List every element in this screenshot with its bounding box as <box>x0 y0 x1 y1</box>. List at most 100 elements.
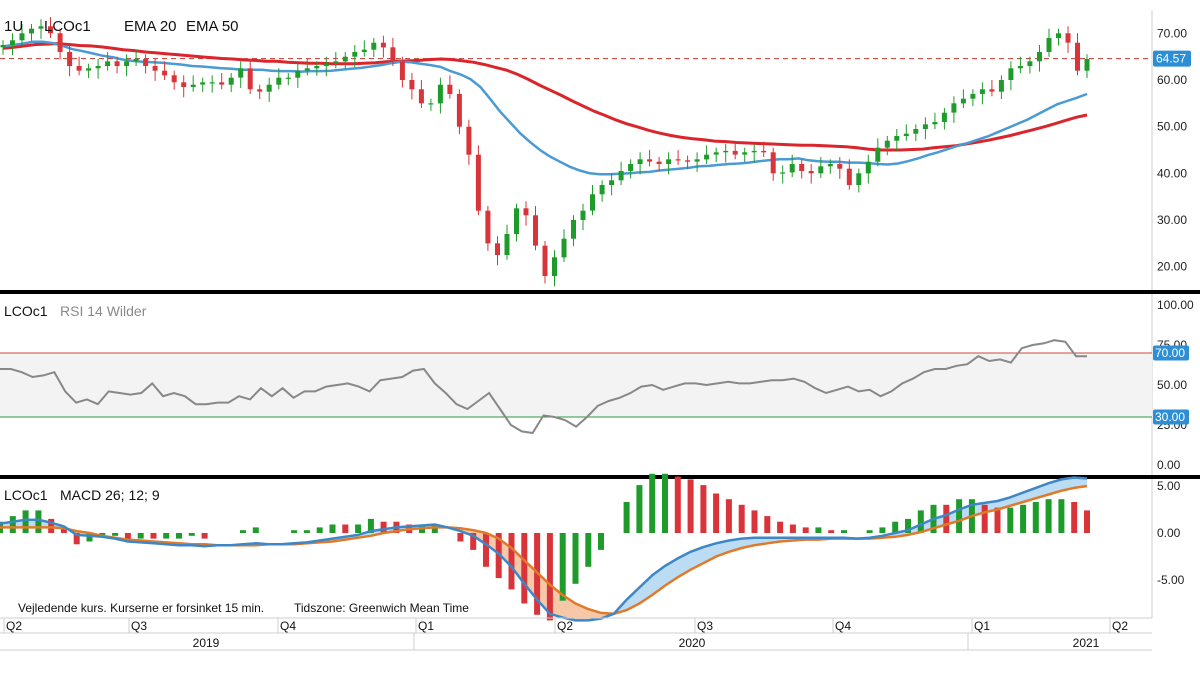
candle-body <box>647 159 653 162</box>
rsi-ric-label: LCOc1 <box>4 303 48 319</box>
panel-divider[interactable] <box>0 475 1200 479</box>
price-tick-label: 20.00 <box>1157 260 1187 274</box>
candle-body <box>1046 38 1052 52</box>
macd-histogram-bar <box>879 527 886 533</box>
rsi-upper-badge: 70.00 <box>1153 345 1189 361</box>
candle-body <box>1027 61 1033 66</box>
panel-divider[interactable] <box>0 290 1200 294</box>
macd-histogram-bar <box>956 499 963 533</box>
candle-body <box>675 159 681 161</box>
candle-body <box>609 180 615 185</box>
candle-body <box>903 133 909 136</box>
macd-histogram-bar <box>508 533 515 590</box>
candle-body <box>523 208 529 216</box>
macd-histogram-bar <box>73 533 80 545</box>
candle-body <box>1008 68 1014 80</box>
candle-body <box>247 68 253 90</box>
candle-body <box>723 150 729 153</box>
delay-disclaimer: Vejledende kurs. Kurserne er forsinket 1… <box>18 601 264 615</box>
year-label: 2020 <box>679 636 706 650</box>
macd-tick-label: 5.00 <box>1157 479 1181 493</box>
rsi-lower-badge-text: 30.00 <box>1155 410 1185 424</box>
candle-body <box>751 150 757 153</box>
price-tick-label: 40.00 <box>1157 166 1187 180</box>
ema-50-line <box>2 42 1088 152</box>
candle-body <box>276 77 282 85</box>
macd-histogram-bar <box>585 533 592 567</box>
price-tick-label: 30.00 <box>1157 213 1187 227</box>
candle-body <box>580 210 586 220</box>
candle-body <box>475 154 481 211</box>
macd-histogram-bar <box>22 510 29 533</box>
candle-body <box>998 80 1004 92</box>
macd-histogram-bar <box>546 533 553 621</box>
candle-body <box>552 257 557 276</box>
candle-body <box>818 166 824 174</box>
candle-body <box>704 154 710 160</box>
candle-body <box>599 185 605 195</box>
candle-body <box>884 140 890 148</box>
macd-histogram-bar <box>1045 499 1052 533</box>
macd-histogram-bar <box>60 527 67 533</box>
candle-body <box>932 122 938 125</box>
candle-body <box>38 26 44 29</box>
rsi-label: RSI 14 Wilder <box>60 303 147 319</box>
candle-body <box>380 42 386 48</box>
candle-body <box>571 220 576 239</box>
candle-body <box>352 52 358 57</box>
macd-histogram-bar <box>738 504 745 533</box>
macd-line <box>0 476 1088 622</box>
candle-body <box>637 159 643 164</box>
macd-histogram-bar <box>521 533 528 604</box>
macd-histogram-bar <box>252 527 259 533</box>
macd-histogram-bar <box>1058 499 1065 533</box>
candle-body <box>495 243 500 255</box>
price-tick-label: 50.00 <box>1157 120 1187 134</box>
time-axis[interactable]: Q2 Q3 Q4 Q1 Q2 Q3 Q4 Q1 Q2 2019 2020 2021 <box>0 617 1152 651</box>
candle-body <box>466 126 472 155</box>
candle-body <box>1075 42 1080 71</box>
price-axis-ticks: 70.00 60.00 50.00 40.00 30.00 20.00 <box>1157 26 1187 273</box>
macd-histogram-bar <box>367 518 374 533</box>
rsi-neutral-band <box>0 353 1152 417</box>
candle-body <box>209 82 215 84</box>
candle-body <box>504 234 510 255</box>
macd-histogram-bar <box>981 504 988 533</box>
macd-histogram-bar <box>188 533 195 536</box>
macd-histogram-bar <box>828 530 835 533</box>
candle-body <box>979 89 985 94</box>
candle-body <box>304 68 310 71</box>
candle-body <box>913 129 919 134</box>
candle-body <box>266 84 272 92</box>
macd-histogram-bar <box>150 533 157 539</box>
quarter-label: Q4 <box>835 619 851 633</box>
candle-body <box>456 94 462 127</box>
macd-panel[interactable]: 5.00 0.00 -5.00 LCOc1 MACD 26; 12; 9 Vejle… <box>0 473 1185 622</box>
candle-body <box>0 45 6 48</box>
macd-histogram-bar <box>866 530 873 533</box>
macd-histogram-bar <box>99 533 106 536</box>
quarter-label: Q2 <box>1112 619 1128 633</box>
price-panel[interactable]: 70.00 60.00 50.00 40.00 30.00 20.00 64.57 1U … <box>0 10 1191 290</box>
candle-body <box>152 66 158 71</box>
candle-body <box>941 112 947 122</box>
candle-body <box>57 33 63 52</box>
candle-body <box>770 152 776 174</box>
macd-histogram-bar <box>329 524 336 533</box>
macd-histogram-bar <box>636 485 643 533</box>
macd-label: MACD 26; 12; 9 <box>60 487 160 503</box>
ric-label: LCOc1 <box>44 18 91 35</box>
quarter-label: Q2 <box>557 619 573 633</box>
year-label: 2021 <box>1073 636 1100 650</box>
candle-body <box>1065 33 1071 43</box>
price-tick-label: 70.00 <box>1157 26 1187 40</box>
macd-histogram-bar <box>35 510 42 533</box>
macd-histogram-bar <box>1084 510 1090 533</box>
macd-histogram-bar <box>1071 502 1078 533</box>
macd-histogram-bar <box>380 521 387 533</box>
macd-histogram-bar <box>495 533 502 579</box>
candle-body <box>399 61 405 80</box>
